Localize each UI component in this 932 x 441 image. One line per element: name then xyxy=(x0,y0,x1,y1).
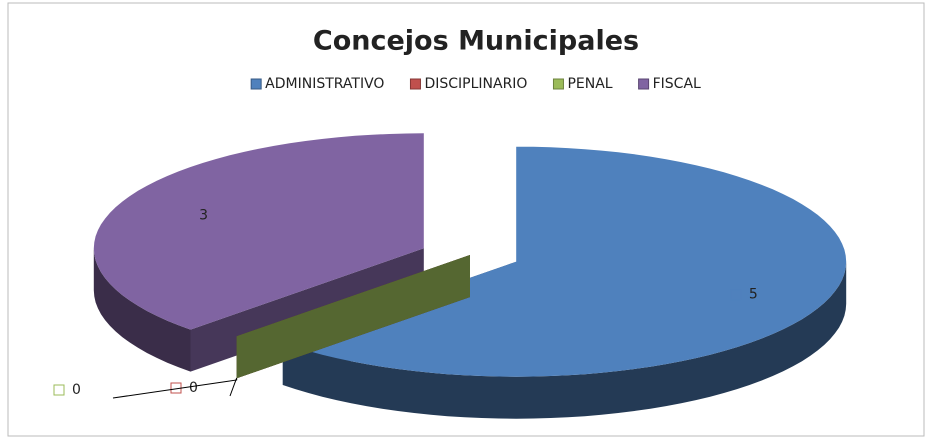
pie-slice xyxy=(282,146,847,377)
legend-label: DISCIPLINARIO xyxy=(424,76,527,92)
legend-label: FISCAL xyxy=(653,76,701,92)
chart-title: Concejos Municipales xyxy=(313,26,639,57)
data-label: 0 xyxy=(72,382,81,398)
pie-slice xyxy=(93,133,424,330)
data-label: 3 xyxy=(199,207,208,223)
legend-swatch xyxy=(552,78,564,90)
legend-label: PENAL xyxy=(567,76,612,92)
legend-swatch xyxy=(638,78,650,90)
pie-slice xyxy=(236,255,470,337)
legend-swatch xyxy=(409,78,421,90)
slice-wall xyxy=(93,248,191,372)
data-label: 0 xyxy=(189,380,198,396)
slice-side xyxy=(236,255,470,379)
legend-swatch xyxy=(250,78,262,90)
label-key xyxy=(730,289,742,301)
label-key xyxy=(180,209,192,221)
data-label: 5 xyxy=(749,287,758,303)
leader-line xyxy=(229,377,238,397)
leader-line xyxy=(112,378,238,399)
label-key xyxy=(53,384,65,396)
slice-wall xyxy=(282,261,847,419)
legend-label: ADMINISTRATIVO xyxy=(265,76,384,92)
